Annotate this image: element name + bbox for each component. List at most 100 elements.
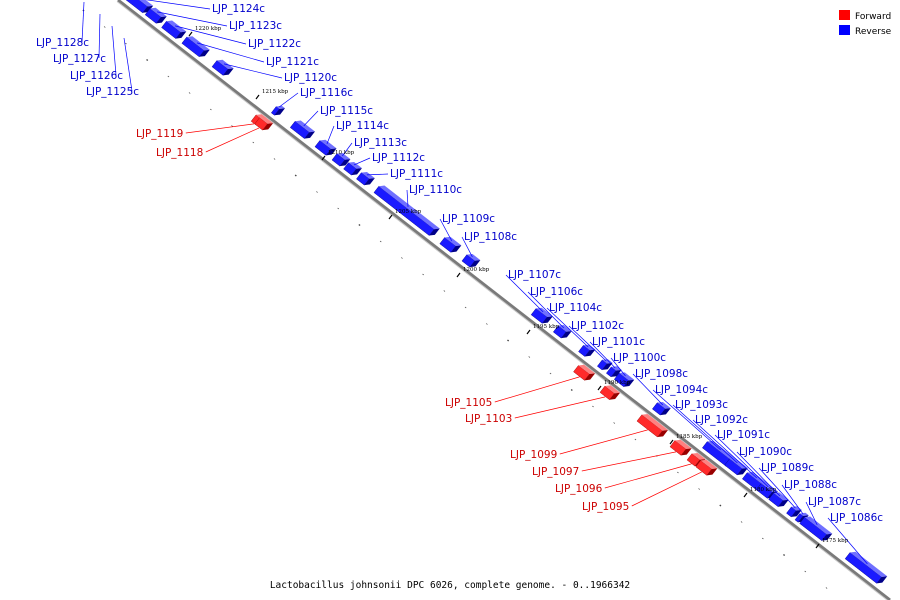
gene-leader-line xyxy=(111,25,117,76)
reverse-gene-label: LJP_1089c xyxy=(761,462,814,474)
forward-gene-label: LJP_1119 xyxy=(136,128,183,140)
legend-label: Reverse xyxy=(855,27,892,37)
tick-mark xyxy=(146,58,149,62)
tick-marks xyxy=(82,9,828,589)
gene-leader-line xyxy=(342,142,353,157)
gene-leader-line xyxy=(123,37,133,92)
gene-leader-line xyxy=(672,404,738,464)
tick-mark xyxy=(549,372,552,375)
forward-gene xyxy=(599,385,621,401)
reverse-gene-label: LJP_1114c xyxy=(336,120,389,132)
kbp-tick xyxy=(321,155,326,161)
reverse-gene-label: LJP_1087c xyxy=(808,496,861,508)
reverse-gene-label: LJP_1093c xyxy=(675,399,728,411)
gene-leader-line xyxy=(758,467,796,509)
reverse-gene-label: LJP_1128c xyxy=(36,37,89,49)
reverse-gene xyxy=(553,324,572,339)
tick-mark xyxy=(401,257,403,259)
reverse-gene xyxy=(271,105,285,116)
kbp-marker-label: 1205 kbp xyxy=(395,209,422,215)
gene-leader-line xyxy=(439,218,453,242)
gene-leader-line xyxy=(827,517,868,565)
tick-mark xyxy=(379,240,382,243)
reverse-gene-label: LJP_1092c xyxy=(695,414,748,426)
forward-gene-label: LJP_1097 xyxy=(532,466,579,478)
gene-leader-line xyxy=(610,357,626,377)
reverse-gene xyxy=(356,171,375,186)
kbp-tick xyxy=(388,214,393,220)
kbp-marker-label: 1220 kbp xyxy=(195,26,222,32)
reverse-gene-label: LJP_1124c xyxy=(212,3,265,15)
reverse-gene-label: LJP_1086c xyxy=(830,512,883,524)
reverse-gene-label: LJP_1107c xyxy=(508,269,561,281)
reverse-gene-label: LJP_1090c xyxy=(739,446,792,458)
reverse-gene-label: LJP_1100c xyxy=(613,352,666,364)
reverse-gene-label: LJP_1112c xyxy=(372,152,425,164)
tick-mark xyxy=(592,405,594,408)
tick-mark xyxy=(761,537,764,540)
tick-mark xyxy=(188,92,191,94)
kbp-marker-label: 1215 kbp xyxy=(262,89,289,95)
tick-mark xyxy=(634,438,637,441)
gene-leader-line xyxy=(145,0,211,10)
gene-leader-line xyxy=(279,92,299,108)
reverse-gene xyxy=(578,344,596,357)
legend-forward-swatch xyxy=(839,10,850,20)
tick-mark xyxy=(358,223,361,227)
gene-leader-line xyxy=(461,236,473,258)
kbp-marker-label: 1185 kbp xyxy=(676,434,703,440)
reverse-gene-label: LJP_1121c xyxy=(266,56,319,68)
backbone-shadow xyxy=(116,1,888,600)
reverse-gene-label: LJP_1108c xyxy=(464,231,517,243)
tick-mark xyxy=(485,323,488,325)
gene-leader-line xyxy=(589,341,616,369)
gene-leader-line xyxy=(353,157,371,166)
tick-mark xyxy=(677,471,679,474)
kbp-tick xyxy=(669,439,674,445)
reverse-gene xyxy=(530,307,553,324)
forward-gene xyxy=(636,414,669,438)
tick-mark xyxy=(125,42,127,45)
reverse-gene-label: LJP_1106c xyxy=(530,286,583,298)
reverse-gene-label: LJP_1122c xyxy=(248,38,301,50)
tick-mark xyxy=(825,587,828,589)
reverse-gene xyxy=(844,551,888,584)
tick-mark xyxy=(464,306,467,309)
forward-gene-label: LJP_1096 xyxy=(555,483,603,495)
reverse-gene xyxy=(373,185,440,236)
reverse-gene-label: LJP_1123c xyxy=(229,20,282,32)
gene-leader-line xyxy=(714,434,769,488)
reverse-gene-label: LJP_1094c xyxy=(655,384,708,396)
gene-leader-line xyxy=(736,451,781,497)
forward-gene-label: LJP_1099 xyxy=(510,449,557,461)
reverse-gene-label: LJP_1120c xyxy=(284,72,337,84)
gene-leader-line xyxy=(98,13,101,59)
reverse-gene-label: LJP_1113c xyxy=(354,137,407,149)
kbp-tick xyxy=(815,543,820,549)
reverse-gene-label: LJP_1115c xyxy=(320,105,373,117)
figure-caption: Lactobacillus johnsonii DPC 6026, comple… xyxy=(270,580,630,591)
tick-mark xyxy=(570,388,573,392)
tick-mark xyxy=(167,75,170,78)
gene-leader-line xyxy=(546,307,589,348)
reverse-gene-label: LJP_1116c xyxy=(300,87,353,99)
forward-gene xyxy=(573,364,596,381)
gene-leader-line xyxy=(514,396,606,419)
gene-leader-line xyxy=(632,373,664,406)
reverse-gene xyxy=(331,152,351,167)
gene-leader-line xyxy=(303,110,319,127)
reverse-gene-label: LJP_1102c xyxy=(571,320,624,332)
reverse-gene xyxy=(289,120,315,139)
tick-mark xyxy=(103,26,106,28)
reverse-gene-label: LJP_1109c xyxy=(442,213,495,225)
forward-gene-label: LJP_1103 xyxy=(465,413,512,425)
reverse-gene xyxy=(652,401,671,416)
forward-gene-label: LJP_1095 xyxy=(582,501,629,513)
reverse-gene xyxy=(439,236,462,253)
forward-gene-label: LJP_1118 xyxy=(156,147,203,159)
gene-leader-line xyxy=(326,125,335,145)
gene-leader-line xyxy=(81,1,85,43)
gene-leader-line xyxy=(652,389,721,451)
reverse-gene xyxy=(786,506,802,518)
forward-gene xyxy=(669,439,692,456)
